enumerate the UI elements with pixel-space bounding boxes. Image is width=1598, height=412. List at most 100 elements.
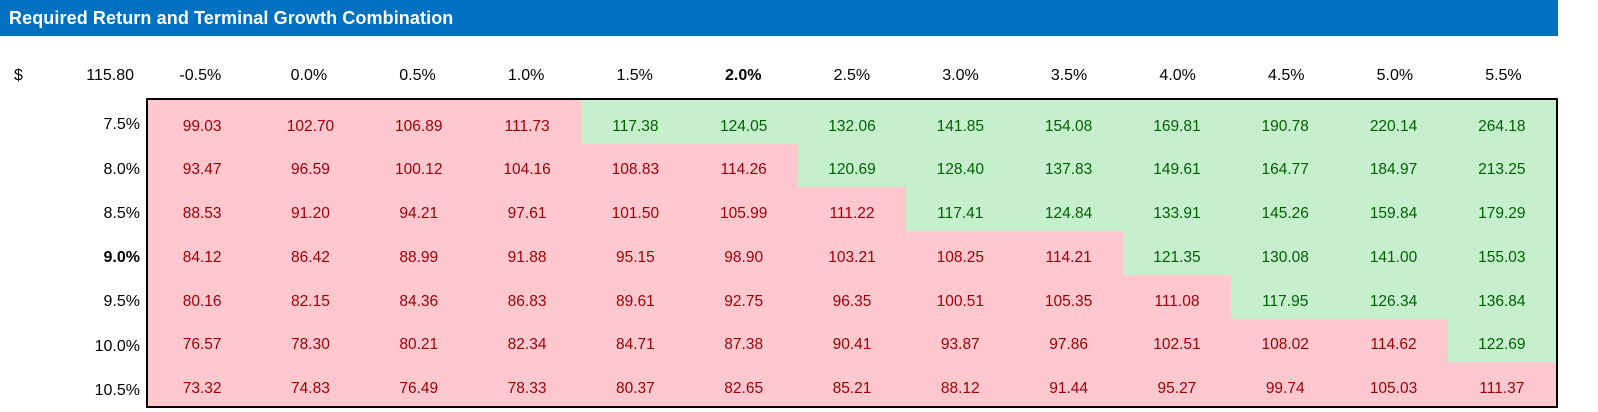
table-cell[interactable]: 86.42 xyxy=(256,231,365,275)
table-cell[interactable]: 132.06 xyxy=(797,100,907,144)
table-cell[interactable]: 80.16 xyxy=(148,274,257,319)
column-header-4.0%[interactable]: 4.0% xyxy=(1159,67,1196,84)
table-cell[interactable]: 93.47 xyxy=(148,143,257,188)
table-cell[interactable]: 120.69 xyxy=(797,143,907,188)
table-cell[interactable]: 164.77 xyxy=(1231,143,1340,188)
table-cell[interactable]: 108.83 xyxy=(581,143,690,188)
table-cell[interactable]: 76.57 xyxy=(148,318,257,363)
row-header-9.5%[interactable]: 9.5% xyxy=(103,293,140,311)
table-cell[interactable]: 126.34 xyxy=(1339,274,1448,319)
column-header-2.0%[interactable]: 2.0% xyxy=(725,67,762,84)
table-cell[interactable]: 104.16 xyxy=(472,143,582,188)
table-cell[interactable]: 114.62 xyxy=(1339,318,1448,363)
table-cell[interactable]: 90.41 xyxy=(797,318,907,363)
table-cell[interactable]: 88.53 xyxy=(148,187,257,232)
column-header-3.5%[interactable]: 3.5% xyxy=(1050,67,1088,84)
table-cell[interactable]: 149.61 xyxy=(1122,143,1232,188)
table-cell[interactable]: 121.35 xyxy=(1122,231,1232,275)
column-header-4.5%[interactable]: 4.5% xyxy=(1268,67,1305,84)
row-header-9.0%[interactable]: 9.0% xyxy=(103,249,140,267)
table-cell[interactable]: 92.75 xyxy=(689,274,798,319)
table-cell[interactable]: 141.85 xyxy=(906,100,1015,144)
column-header-2.5%[interactable]: 2.5% xyxy=(833,67,871,84)
column-header-0.5%[interactable]: 0.5% xyxy=(399,67,436,84)
table-cell[interactable]: 111.73 xyxy=(472,100,582,144)
table-cell[interactable]: 128.40 xyxy=(906,143,1015,188)
table-cell[interactable]: 97.86 xyxy=(1014,318,1123,363)
table-cell[interactable]: 78.33 xyxy=(472,362,582,406)
table-cell[interactable]: 108.25 xyxy=(906,231,1015,275)
table-cell[interactable]: 84.12 xyxy=(148,231,257,275)
table-cell[interactable]: 124.05 xyxy=(689,100,798,144)
table-cell[interactable]: 100.51 xyxy=(906,274,1015,319)
table-cell[interactable]: 84.71 xyxy=(581,318,690,363)
table-cell[interactable]: 82.34 xyxy=(472,318,582,363)
table-cell[interactable]: 114.21 xyxy=(1014,231,1123,275)
table-cell[interactable]: 117.95 xyxy=(1231,274,1340,319)
table-cell[interactable]: 108.02 xyxy=(1231,318,1340,363)
column-header-1.5%[interactable]: 1.5% xyxy=(616,67,653,84)
column-header-3.0%[interactable]: 3.0% xyxy=(942,67,979,84)
table-cell[interactable]: 117.38 xyxy=(581,100,690,144)
table-cell[interactable]: 184.97 xyxy=(1339,143,1448,188)
table-cell[interactable]: 105.35 xyxy=(1014,274,1123,319)
table-cell[interactable]: 213.25 xyxy=(1447,143,1556,188)
table-cell[interactable]: 136.84 xyxy=(1447,274,1556,319)
table-cell[interactable]: 264.18 xyxy=(1447,100,1556,144)
table-cell[interactable]: 86.83 xyxy=(472,274,582,319)
table-cell[interactable]: 101.50 xyxy=(581,187,690,232)
column-header--0.5%[interactable]: -0.5% xyxy=(179,67,222,84)
table-cell[interactable]: 102.51 xyxy=(1122,318,1232,363)
table-cell[interactable]: 76.49 xyxy=(364,362,473,406)
table-cell[interactable]: 155.03 xyxy=(1447,231,1556,275)
table-cell[interactable]: 89.61 xyxy=(581,274,690,319)
column-header-5.5%[interactable]: 5.5% xyxy=(1485,67,1522,84)
row-header-7.5%[interactable]: 7.5% xyxy=(103,116,140,134)
table-cell[interactable]: 102.70 xyxy=(256,100,365,144)
table-cell[interactable]: 91.20 xyxy=(256,187,365,232)
row-header-8.0%[interactable]: 8.0% xyxy=(103,160,140,178)
table-cell[interactable]: 220.14 xyxy=(1339,100,1448,144)
table-cell[interactable]: 93.87 xyxy=(906,318,1015,363)
table-cell[interactable]: 106.89 xyxy=(364,100,473,144)
table-cell[interactable]: 100.12 xyxy=(364,143,473,188)
table-cell[interactable]: 80.21 xyxy=(364,318,473,363)
table-cell[interactable]: 105.03 xyxy=(1339,362,1448,406)
table-cell[interactable]: 103.21 xyxy=(797,231,907,275)
table-cell[interactable]: 88.12 xyxy=(906,362,1015,406)
table-title-bar[interactable]: Required Return and Terminal Growth Comb… xyxy=(0,0,1558,36)
table-cell[interactable]: 95.15 xyxy=(581,231,690,275)
column-header-1.0%[interactable]: 1.0% xyxy=(507,67,545,84)
table-cell[interactable]: 99.74 xyxy=(1231,362,1340,406)
table-cell[interactable]: 130.08 xyxy=(1231,231,1340,275)
table-cell[interactable]: 190.78 xyxy=(1231,100,1340,144)
column-header-0.0%[interactable]: 0.0% xyxy=(290,67,328,84)
table-cell[interactable]: 145.26 xyxy=(1231,187,1340,232)
row-header-10.0%[interactable]: 10.0% xyxy=(94,337,140,355)
table-cell[interactable]: 82.65 xyxy=(689,362,798,406)
table-cell[interactable]: 122.69 xyxy=(1447,318,1556,363)
table-cell[interactable]: 84.36 xyxy=(364,274,473,319)
table-cell[interactable]: 97.61 xyxy=(472,187,582,232)
table-cell[interactable]: 169.81 xyxy=(1122,100,1232,144)
table-cell[interactable]: 114.26 xyxy=(689,143,798,188)
table-cell[interactable]: 105.99 xyxy=(689,187,798,232)
base-price-cell[interactable]: $ 115.80 xyxy=(0,67,146,85)
table-cell[interactable]: 96.59 xyxy=(256,143,365,188)
table-cell[interactable]: 137.83 xyxy=(1014,143,1123,188)
table-cell[interactable]: 78.30 xyxy=(256,318,365,363)
table-cell[interactable]: 94.21 xyxy=(364,187,473,232)
table-cell[interactable]: 95.27 xyxy=(1122,362,1232,406)
table-cell[interactable]: 74.83 xyxy=(256,362,365,406)
table-cell[interactable]: 117.41 xyxy=(906,187,1015,232)
table-cell[interactable]: 80.37 xyxy=(581,362,690,406)
row-header-10.5%[interactable]: 10.5% xyxy=(94,381,140,399)
table-cell[interactable]: 85.21 xyxy=(797,362,907,406)
table-cell[interactable]: 111.08 xyxy=(1122,274,1232,319)
column-header-5.0%[interactable]: 5.0% xyxy=(1376,67,1414,84)
table-cell[interactable]: 111.37 xyxy=(1447,362,1556,406)
table-cell[interactable]: 96.35 xyxy=(797,274,907,319)
table-cell[interactable]: 91.88 xyxy=(472,231,582,275)
table-cell[interactable]: 133.91 xyxy=(1122,187,1232,232)
table-cell[interactable]: 141.00 xyxy=(1339,231,1448,275)
